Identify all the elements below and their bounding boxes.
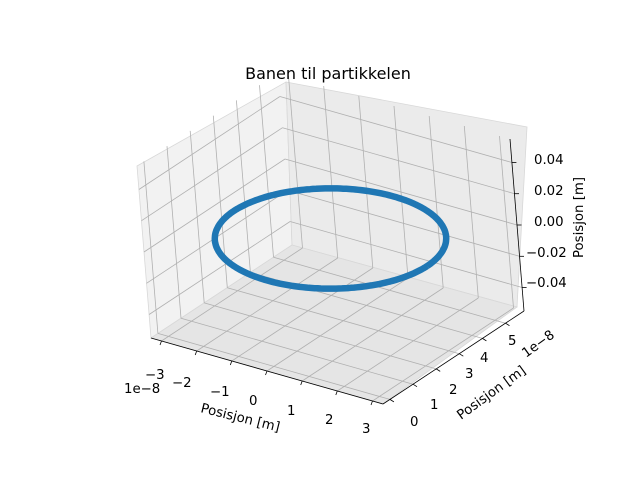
grid-line-z [141, 127, 283, 222]
x-tick-label: −3 [145, 368, 165, 383]
z-tick-label: 0.02 [534, 184, 564, 199]
y-tick-mark [505, 322, 510, 327]
x-tick-mark [300, 380, 303, 386]
grid-line-x [266, 277, 409, 372]
grid-line-x [231, 267, 374, 362]
x-tick-label: 3 [362, 422, 370, 437]
y-tick-label: 1 [430, 398, 438, 413]
x-tick-mark [335, 390, 338, 396]
y-tick-mark [459, 353, 464, 357]
tick-marks [159, 162, 527, 406]
grid-line-y [157, 333, 391, 400]
grid-line-x [161, 247, 303, 342]
y-tick-mark [412, 383, 418, 388]
grid-line-z [148, 221, 291, 315]
grid-line-z [289, 221, 523, 288]
y-tick-label: 3 [465, 367, 473, 382]
grid-line-z [287, 189, 520, 257]
grid-line-x [337, 297, 479, 392]
z-tick-label: 0.04 [534, 153, 564, 168]
x-axis-label: Posisjon [m] [199, 401, 281, 435]
x-tick-label: 1 [287, 404, 295, 419]
y-tick-label: 5 [508, 334, 516, 349]
y-tick-label: 2 [449, 383, 457, 398]
grid-line-z [279, 96, 513, 163]
y-tick-mark [482, 338, 487, 342]
x-tick-mark [265, 370, 268, 376]
grid-line-z [282, 127, 515, 195]
grid-line-x [196, 257, 338, 352]
x-tick-mark [229, 360, 233, 366]
z-tick-label: 0.00 [534, 215, 564, 230]
z-axis-label: Posisjon [m] [572, 177, 587, 258]
grid-line-y [227, 287, 460, 355]
grid-line-z [284, 158, 518, 226]
x-tick-mark [370, 400, 373, 406]
grid-line-y [180, 317, 414, 385]
y-offset-text: 1e−8 [520, 328, 558, 361]
grid-line-y [273, 256, 506, 324]
y-tick-mark [435, 368, 441, 372]
x-tick-mark [159, 340, 162, 346]
y-tick-label: 0 [410, 415, 418, 430]
grid-line-z [143, 158, 286, 253]
y-tick-label: 4 [480, 351, 488, 366]
z-tick-label: −0.04 [526, 276, 567, 291]
x-tick-mark [194, 350, 198, 356]
grid-line-x [301, 287, 444, 382]
y-tick-mark [389, 399, 395, 403]
grid-line-z [138, 96, 281, 190]
x-tick-label: −2 [172, 376, 192, 391]
x-tick-label: 2 [325, 413, 333, 428]
x-offset-text: 1e−8 [124, 382, 160, 397]
z-tick-label: −0.02 [526, 246, 567, 261]
y-axis-line [382, 310, 525, 405]
x-tick-label: 0 [249, 394, 257, 409]
orbit-line [211, 185, 450, 292]
x-tick-label: −1 [210, 385, 230, 400]
grid-line-x [372, 307, 514, 402]
grid-line-y [204, 302, 437, 370]
chart-title: Banen til partikkelen [245, 64, 411, 83]
grid-lines [138, 75, 523, 402]
